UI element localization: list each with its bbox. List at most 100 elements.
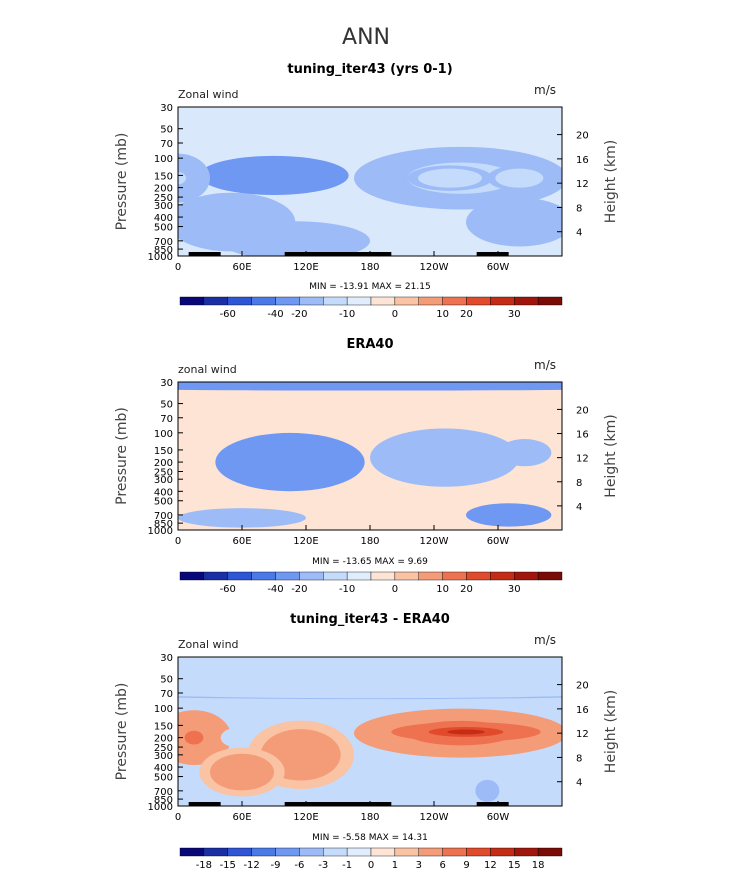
y-tick-label: 70 — [160, 139, 173, 150]
y2-tick-label: 8 — [576, 478, 582, 489]
y-tick-label: 700 — [154, 237, 173, 248]
colorbar-swatch — [179, 296, 205, 306]
x-tick-label: 60E — [232, 812, 251, 823]
colorbar-label: -20 — [291, 584, 307, 595]
y-tick-label: 300 — [154, 201, 173, 212]
colorbar-swatch — [537, 571, 563, 581]
colorbar-label: 0 — [368, 860, 374, 871]
panel-1: tuning_iter43 (yrs 0-1) Zonal wind m/s 30 50… — [114, 62, 619, 320]
colorbar-swatch — [514, 296, 539, 306]
colorbar-label: 30 — [508, 309, 521, 320]
y-tick-label: 150 — [154, 171, 173, 182]
colorbar-label: 15 — [508, 860, 521, 871]
y-tick-label: 200 — [154, 734, 173, 745]
units-label: m/s — [534, 83, 556, 97]
topography-block — [476, 252, 509, 256]
colorbar-swatch — [251, 296, 276, 306]
contour-blob-6 — [231, 765, 253, 779]
colorbar-swatch — [490, 296, 515, 306]
colorbar-swatch — [418, 571, 443, 581]
contour-blob-2 — [286, 449, 305, 456]
contour-blob-2 — [184, 730, 204, 745]
colorbar-label: -18 — [196, 860, 212, 871]
y2-axis-label: Height (km) — [603, 690, 619, 773]
colorbar-label: -15 — [220, 860, 236, 871]
colorbar-label: -40 — [267, 584, 283, 595]
colorbar-swatch — [346, 571, 372, 581]
colorbar-label: 0 — [392, 309, 398, 320]
colorbar-swatch — [251, 571, 276, 581]
colorbar-label: 12 — [484, 860, 497, 871]
colorbar-label: 9 — [463, 860, 469, 871]
y-tick-label: 250 — [154, 193, 173, 204]
colorbar-swatch — [179, 571, 205, 581]
colorbar-label: -6 — [294, 860, 304, 871]
colorbar-swatch — [442, 571, 467, 581]
y-tick-label: 300 — [154, 751, 173, 762]
y-tick-label: 500 — [154, 773, 173, 784]
contour-blob-4 — [511, 174, 528, 182]
colorbar-swatch — [203, 296, 228, 306]
contour-blob-5 — [518, 449, 532, 457]
y-tick-label: 30 — [160, 103, 173, 114]
colorbar-swatch — [251, 847, 276, 857]
colorbar-swatch — [418, 296, 443, 306]
y-tick-label: 150 — [154, 721, 173, 732]
y2-tick-label: 20 — [576, 405, 589, 416]
colorbar-label: -9 — [271, 860, 281, 871]
x-tick-label: 120E — [293, 536, 318, 547]
x-tick-label: 120W — [420, 262, 449, 273]
colorbar-swatch — [490, 571, 515, 581]
colorbar-label: 10 — [436, 584, 449, 595]
colorbar-label: -20 — [291, 309, 307, 320]
colorbar-swatch — [346, 847, 372, 857]
y-tick-label: 1000 — [148, 252, 173, 263]
y-tick-label: 400 — [154, 763, 173, 774]
x-tick-label: 180 — [360, 536, 379, 547]
x-tick-label: 0 — [175, 812, 181, 823]
y2-axis-label: Height (km) — [603, 414, 619, 497]
y-tick-label: 150 — [154, 446, 173, 457]
panel-title: tuning_iter43 (yrs 0-1) — [287, 62, 452, 77]
colorbar-label: -1 — [342, 860, 352, 871]
colorbar-label: -10 — [339, 309, 355, 320]
y-tick-label: 250 — [154, 467, 173, 478]
y-axis-label: Pressure (mb) — [114, 407, 130, 505]
colorbar-swatch — [323, 571, 348, 581]
x-tick-label: 60W — [487, 536, 510, 547]
y2-tick-label: 8 — [576, 203, 582, 214]
x-tick-label: 60W — [487, 262, 510, 273]
x-tick-label: 0 — [175, 536, 181, 547]
colorbar-label: 0 — [392, 584, 398, 595]
y2-tick-label: 20 — [576, 681, 589, 692]
y-tick-label: 70 — [160, 689, 173, 700]
units-label: m/s — [534, 633, 556, 647]
y-tick-label: 100 — [154, 704, 173, 715]
colorbar-swatch — [418, 847, 443, 857]
colorbar-swatch — [299, 847, 324, 857]
y-tick-label: 850 — [154, 795, 173, 806]
contour-field — [178, 382, 562, 530]
y-tick-label: 700 — [154, 511, 173, 522]
y-tick-label: 500 — [154, 497, 173, 508]
colorbar-swatch — [537, 847, 563, 857]
x-tick-label: 180 — [360, 812, 379, 823]
y-tick-label: 400 — [154, 213, 173, 224]
contour-blob-7 — [226, 515, 258, 521]
y2-tick-label: 16 — [576, 155, 589, 166]
figure-title: ANN — [342, 25, 390, 50]
colorbar-swatch — [299, 571, 324, 581]
y2-axis-label: Height (km) — [603, 140, 619, 223]
colorbar-swatch — [275, 847, 300, 857]
y-tick-label: 500 — [154, 223, 173, 234]
min-max-stats: MIN = -13.91 MAX = 21.15 — [309, 282, 430, 292]
colorbar-swatch — [490, 847, 515, 857]
colorbar-label: 30 — [508, 584, 521, 595]
contour-blob-8 — [483, 787, 492, 795]
contour-blob-1 — [263, 673, 477, 684]
colorbar-swatch — [442, 847, 467, 857]
contour-blob-6 — [498, 512, 520, 518]
colorbar-swatch — [179, 847, 205, 857]
